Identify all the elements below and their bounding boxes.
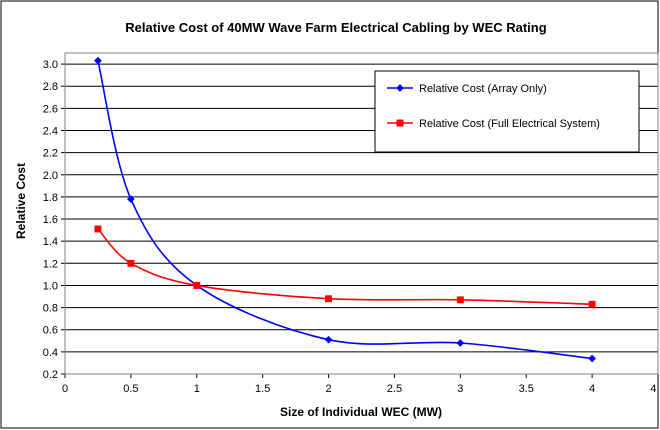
legend-item-relative-cost-array-only: Relative Cost (Array Only) — [387, 83, 547, 95]
x-tick-label-4: 2 — [325, 383, 331, 395]
x-tick-label-7: 3.5 — [519, 383, 534, 395]
legend-box — [374, 70, 640, 153]
data-point-relative-cost-array-only-1 — [126, 195, 135, 204]
legend-swatch-marker-relative-cost-full-electrical-system — [396, 119, 404, 127]
x-tick-label-0: 0 — [62, 383, 68, 395]
y-tick-label-4: 1.0 — [43, 280, 58, 292]
x-tick-label-8: 4 — [589, 383, 595, 395]
x-tick-label-9: 4.5 — [650, 383, 660, 395]
series-relative-cost-full-electrical-system — [94, 225, 596, 308]
x-tick-label-1: 0.5 — [123, 383, 138, 395]
data-point-relative-cost-array-only-4 — [456, 339, 465, 347]
y-axis-ticks: 0.2 0.4 0.6 0.8 1.0 1.2 1.4 1.6 1.8 2.0 2.2 2.4 2.6 2… — [43, 59, 65, 381]
y-tick-label-6: 1.4 — [43, 236, 58, 248]
x-axis-ticks: 0 0.5 1 1.5 2 2.5 3 3.5 4 4.5 — [62, 374, 660, 395]
y-tick-label-11: 2.4 — [43, 125, 58, 137]
data-point-relative-cost-full-electrical-system-1 — [127, 259, 135, 267]
chart-title: Relative Cost of 40MW Wave Farm Electric… — [125, 20, 546, 35]
data-point-relative-cost-full-electrical-system-5 — [588, 300, 596, 308]
y-tick-label-2: 0.6 — [43, 325, 58, 337]
data-point-relative-cost-full-electrical-system-4 — [456, 296, 464, 304]
series-relative-cost-array-only — [93, 56, 597, 363]
gridlines — [65, 63, 658, 375]
data-point-relative-cost-array-only-0 — [93, 56, 102, 65]
x-tick-label-5: 2.5 — [387, 383, 402, 395]
y-tick-label-10: 2.2 — [43, 148, 58, 160]
data-point-relative-cost-full-electrical-system-3 — [325, 295, 333, 303]
plot-border — [64, 52, 659, 375]
y-tick-label-9: 2.0 — [43, 170, 58, 182]
series-line-relative-cost-array-only — [97, 60, 593, 360]
y-tick-label-13: 2.8 — [43, 81, 58, 93]
y-tick-label-12: 2.6 — [43, 103, 58, 115]
y-tick-label-7: 1.6 — [43, 214, 58, 226]
y-tick-label-5: 1.2 — [43, 258, 58, 270]
x-tick-label-2: 1 — [194, 383, 200, 395]
x-tick-label-6: 3 — [457, 383, 463, 395]
y-tick-label-14: 3.0 — [43, 59, 58, 71]
x-tick-label-3: 1.5 — [255, 383, 270, 395]
y-tick-label-3: 0.8 — [43, 303, 58, 315]
x-axis-title: Size of Individual WEC (MW) — [280, 405, 442, 419]
legend: Relative Cost (Array Only) Relative Cost … — [374, 70, 640, 153]
legend-item-relative-cost-full-electrical-system: Relative Cost (Full Electrical System) — [387, 118, 600, 130]
legend-items: Relative Cost (Array Only) Relative Cost … — [387, 83, 600, 130]
legend-swatch-marker-relative-cost-array-only — [396, 84, 404, 92]
y-tick-label-8: 1.8 — [43, 192, 58, 204]
legend-label-relative-cost-array-only: Relative Cost (Array Only) — [419, 83, 547, 95]
data-point-relative-cost-full-electrical-system-0 — [94, 225, 102, 233]
data-point-relative-cost-full-electrical-system-2 — [193, 281, 201, 289]
series-layer — [93, 56, 597, 363]
data-point-relative-cost-array-only-3 — [324, 335, 333, 344]
y-tick-label-1: 0.4 — [43, 347, 58, 359]
legend-label-relative-cost-full-electrical-system: Relative Cost (Full Electrical System) — [419, 118, 600, 130]
data-point-relative-cost-array-only-5 — [588, 354, 597, 363]
y-axis-title: Relative Cost — [14, 163, 28, 239]
y-tick-label-0: 0.2 — [43, 369, 58, 381]
